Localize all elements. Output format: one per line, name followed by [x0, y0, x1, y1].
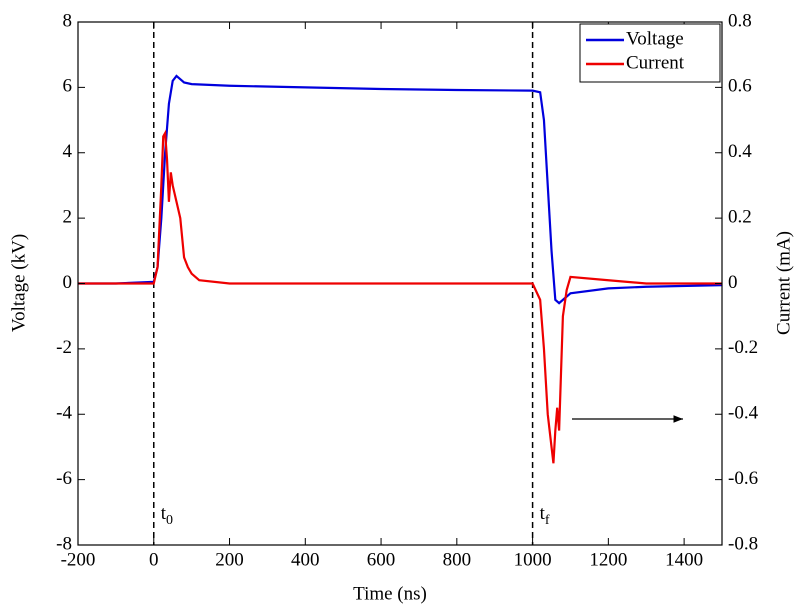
y-tick-label: 6 — [63, 76, 73, 97]
marker-label-sub: f — [545, 513, 550, 528]
marker-label: t0 — [161, 503, 173, 528]
y-tick-label: -6 — [56, 468, 72, 489]
x-tick-label: 200 — [215, 549, 244, 570]
x-tick-label: 1000 — [514, 549, 552, 570]
y2-tick-label: -0.2 — [728, 337, 758, 358]
y-axis-label: Voltage (kV) — [8, 234, 29, 332]
y-tick-label: 0 — [63, 272, 73, 293]
marker-label: tf — [540, 503, 550, 528]
marker-label-main: t — [540, 503, 546, 524]
marker-label-sub: 0 — [166, 513, 173, 528]
y-tick-label: 8 — [63, 10, 73, 31]
x-tick-label: 1200 — [589, 549, 627, 570]
x-tick-label: 0 — [149, 549, 159, 570]
x-tick-label: -200 — [61, 549, 96, 570]
y2-axis-label: Current (mA) — [773, 231, 794, 335]
y-tick-label: 2 — [63, 206, 73, 227]
y2-tick-label: 0.6 — [728, 76, 752, 97]
y-tick-label: 4 — [63, 141, 73, 162]
x-tick-label: 600 — [367, 549, 396, 570]
y2-tick-label: 0.2 — [728, 206, 752, 227]
x-tick-label: 1400 — [665, 549, 703, 570]
y2-tick-label: 0 — [728, 272, 738, 293]
data-line — [78, 74, 723, 305]
y2-tick-label: -0.8 — [728, 533, 758, 554]
y-tick-label: -2 — [56, 337, 72, 358]
marker-label-main: t — [161, 503, 167, 524]
x-axis-label: Time (ns) — [353, 583, 427, 604]
x-tick-label: 800 — [443, 549, 472, 570]
y2-tick-label: -0.6 — [728, 468, 758, 489]
legend-box — [579, 23, 721, 83]
y-tick-label: -8 — [56, 533, 72, 554]
y2-tick-label: 0.8 — [728, 10, 752, 31]
legend-label: Voltage — [626, 28, 684, 49]
y2-tick-label: -0.4 — [728, 403, 759, 424]
data-line — [78, 129, 722, 464]
y2-tick-label: 0.4 — [728, 141, 752, 162]
legend-label: Current — [626, 52, 685, 73]
y-tick-label: -4 — [56, 403, 72, 424]
x-tick-label: 400 — [291, 549, 320, 570]
